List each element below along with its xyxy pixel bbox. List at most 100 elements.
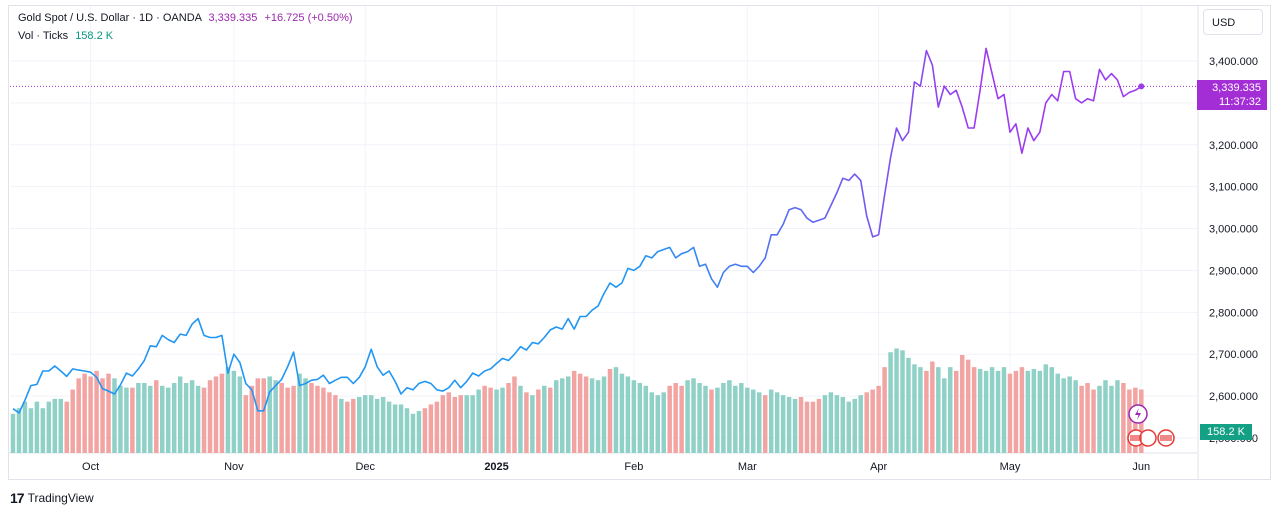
volume-bar: [583, 376, 589, 453]
volume-bar: [1097, 385, 1102, 453]
volume-bar: [100, 378, 105, 453]
volume-bar: [804, 401, 810, 453]
volume-bar: [846, 401, 852, 453]
y-tick-label: 3,400.000: [1209, 56, 1258, 68]
volume-bar: [195, 385, 201, 453]
volume-bar: [989, 367, 995, 453]
volume-bar: [88, 376, 93, 453]
last-price-label: 3,339.335 11:37:32: [1197, 80, 1267, 110]
volume-bar: [291, 385, 296, 453]
volume-bar: [721, 383, 726, 453]
volume-bar: [876, 385, 881, 453]
volume-bar: [1007, 373, 1013, 453]
volume-bar: [189, 380, 195, 453]
volume-bar: [261, 378, 266, 453]
volume-bar: [142, 383, 147, 453]
volume-bar: [1001, 367, 1007, 453]
volume-bar: [667, 385, 672, 453]
y-tick-label: 3,200.000: [1209, 140, 1258, 152]
volume-bar: [321, 387, 326, 453]
last-price: 3,339.335: [208, 12, 258, 24]
volume-bar: [285, 387, 290, 453]
volume-bar: [882, 367, 887, 453]
volume-bar: [1073, 380, 1078, 453]
volume-bar: [637, 383, 643, 453]
volume-bar: [1115, 380, 1120, 453]
volume-bar: [798, 397, 804, 453]
volume-bar: [333, 395, 338, 453]
volume-bar: [924, 370, 929, 453]
volume-bar: [213, 376, 219, 453]
volume-bar: [673, 383, 678, 453]
us-flag-event-icon[interactable]: [1139, 429, 1157, 447]
volume-bar: [780, 395, 786, 453]
event-markers[interactable]: [1127, 404, 1175, 447]
volume-bar: [362, 395, 368, 453]
volume-bar: [655, 395, 660, 453]
volume-bar: [1019, 367, 1025, 453]
brand-name: TradingView: [27, 491, 94, 505]
volume-bar: [840, 397, 846, 453]
volume-bar: [171, 383, 177, 453]
footer-brand[interactable]: 17 TradingView: [10, 490, 94, 506]
volume-bar: [231, 370, 237, 453]
volume-bar: [94, 370, 99, 453]
volume-bar: [1127, 389, 1132, 453]
volume-bar: [22, 401, 28, 453]
x-tick-label: Apr: [870, 461, 887, 473]
volume-bar: [930, 361, 935, 453]
volume-bar: [691, 378, 696, 453]
volume-bar: [542, 385, 547, 453]
volume-bar: [1091, 389, 1096, 453]
volume-bar: [488, 387, 493, 453]
volume-bar: [1013, 370, 1019, 453]
volume-bar: [554, 380, 559, 453]
volume-bar: [822, 395, 828, 453]
volume-bar: [1037, 370, 1043, 453]
volume-bar: [864, 392, 869, 453]
volume-bar: [398, 404, 404, 453]
volume-bar: [154, 380, 159, 453]
volume-bar: [548, 387, 553, 453]
volume-bar: [327, 392, 332, 453]
volume-bar: [1103, 380, 1108, 453]
volume-bar: [571, 370, 577, 453]
volume-bar: [422, 408, 428, 453]
volume-bar: [368, 395, 374, 453]
volume-bar: [237, 376, 243, 453]
volume-bar: [351, 398, 356, 453]
volume-bar: [786, 397, 792, 453]
volume-bar: [428, 404, 434, 453]
volume-bar: [870, 389, 875, 453]
x-tick-label: Nov: [224, 461, 244, 473]
countdown-timer: 11:37:32: [1218, 96, 1261, 108]
y-tick-label: 2,700.000: [1209, 349, 1258, 361]
volume-bar: [530, 395, 535, 453]
volume-indicator-name: Vol · Ticks: [18, 30, 69, 42]
volume-bar: [858, 395, 863, 453]
chart-frame: [8, 5, 1271, 480]
volume-bar: [959, 355, 965, 453]
volume-bar: [392, 404, 398, 453]
volume-bar: [148, 385, 153, 453]
symbol-legend[interactable]: Gold Spot / U.S. Dollar · 1D · OANDA 3,3…: [18, 12, 353, 24]
volume-bar: [16, 408, 22, 453]
volume-bar: [434, 401, 440, 453]
volume-bar: [733, 385, 738, 453]
volume-bar: [10, 413, 16, 453]
flag-stripes-icon: [1130, 435, 1142, 441]
volume-bar: [309, 383, 314, 453]
volume-bars: [10, 348, 1144, 453]
volume-bar: [900, 350, 905, 453]
currency-selector[interactable]: USD: [1203, 9, 1263, 35]
volume-bar: [613, 367, 619, 453]
volume-legend[interactable]: Vol · Ticks 158.2 K: [18, 30, 113, 42]
volume-bar: [482, 385, 487, 453]
x-tick-label: May: [1000, 461, 1021, 473]
volume-bar: [697, 383, 702, 453]
volume-bar: [452, 397, 458, 453]
volume-bar: [595, 380, 601, 453]
volume-bar: [559, 378, 565, 453]
volume-bar: [124, 387, 129, 453]
